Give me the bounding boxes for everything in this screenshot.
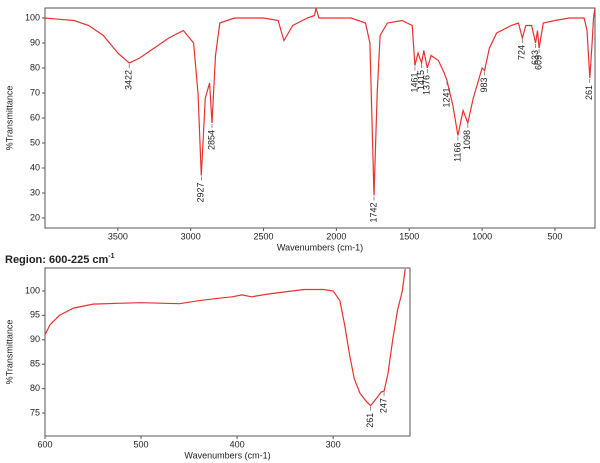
y-tick-label: 60 <box>30 112 40 122</box>
y-tick-label: 40 <box>30 162 40 172</box>
peak-label: 261 <box>584 85 594 100</box>
y-tick-label: 80 <box>30 62 40 72</box>
peak-label: 261 <box>365 413 375 428</box>
peak-label: 1098 <box>462 130 472 150</box>
x-tick-label: 500 <box>547 231 562 241</box>
y-tick-label: 80 <box>30 383 40 393</box>
peak-label: 609 <box>533 55 543 70</box>
spectrum-line <box>44 268 406 407</box>
x-tick-label: 400 <box>230 439 245 449</box>
peak-label: 1742 <box>368 203 378 223</box>
peak-label: 1166 <box>452 143 462 162</box>
peak-label: 2854 <box>206 130 216 150</box>
region-title: Region: 600-225 cm-1 <box>5 253 115 266</box>
peak-label: 633 <box>530 50 540 65</box>
x-tick-label: 3500 <box>108 231 128 241</box>
x-axis-label: Wavenumbers (cm-1) <box>184 450 270 460</box>
x-tick-label: 1500 <box>399 231 419 241</box>
x-tick-label: 2500 <box>254 231 274 241</box>
y-tick-label: 90 <box>30 334 40 344</box>
x-axis-label: Wavenumbers (cm-1) <box>277 242 363 252</box>
x-tick-label: 2000 <box>326 231 346 241</box>
plot-frame <box>44 7 596 229</box>
y-tick-label: 85 <box>30 359 40 369</box>
peak-label: 983 <box>479 78 489 93</box>
y-tick-label: 100 <box>25 285 40 295</box>
plot-frame <box>44 267 411 437</box>
x-tick-label: 3000 <box>181 231 201 241</box>
y-axis-label: %Transmittance <box>4 320 14 385</box>
y-tick-label: 90 <box>30 37 40 47</box>
title-superscript: -1 <box>108 253 114 260</box>
y-tick-label: 70 <box>30 87 40 97</box>
peak-label: 2927 <box>196 183 206 203</box>
peak-label: 1376 <box>422 75 432 95</box>
x-tick-label: 600 <box>37 439 52 449</box>
y-tick-label: 30 <box>30 187 40 197</box>
x-tick-label: 500 <box>134 439 149 449</box>
y-axis-label: %Transmittance <box>4 86 14 151</box>
peak-label: 247 <box>378 398 388 413</box>
y-tick-label: 100 <box>25 12 40 22</box>
peak-label: 3422 <box>124 70 134 90</box>
spectrum-line <box>44 7 596 196</box>
x-tick-label: 300 <box>326 439 341 449</box>
x-tick-label: 1000 <box>472 231 492 241</box>
y-tick-label: 95 <box>30 310 40 320</box>
y-tick-label: 20 <box>30 212 40 222</box>
peak-label: 724 <box>517 45 527 60</box>
y-tick-label: 75 <box>30 407 40 417</box>
y-tick-label: 50 <box>30 137 40 147</box>
peak-label: 1415 <box>416 70 426 90</box>
title-text: Region: 600-225 cm <box>5 254 109 266</box>
peak-label: 1461 <box>409 73 419 93</box>
peak-label: 1241 <box>441 88 451 108</box>
